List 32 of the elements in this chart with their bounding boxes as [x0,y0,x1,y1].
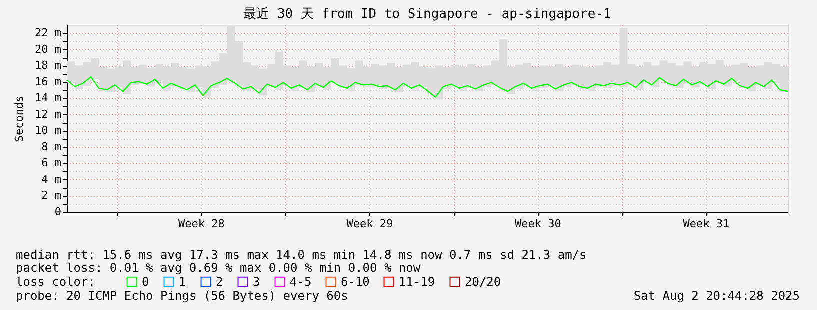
y-tick-label: 2 m [42,189,62,202]
text: Sat Aug 2 20:44:28 2025 [634,289,800,303]
legend-label: 11-19 [399,275,436,290]
y-tick-label: 12 m [35,108,62,121]
x-tick-label: Week 30 [514,218,562,230]
legend-title: loss color: [16,275,96,289]
y-tick-label: 22 m [35,26,62,40]
y-axis-title: Seconds [13,96,26,142]
y-tick-label: 6 m [42,156,62,170]
legend-label: 4-5 [290,275,312,290]
x-tick-label: Week 29 [346,218,394,230]
text: probe: 20 ICMP Echo Pings (56 Bytes) every 60s [16,289,348,303]
y-tick-label: 20 m [35,42,62,56]
y-tick-label: 8 m [42,140,62,154]
y-tick-label: 14 m [35,92,62,105]
line-series [67,76,788,98]
chart-title: 最近 30 天 from ID to Singapore - ap-singapore-1 [244,7,612,22]
text: median rtt: 15.6 ms avg 17.3 ms max 14.0 ms min 14.8 ms now 0.7 ms sd 21.3 am/s [16,248,587,262]
y-tick-label: 16 m [35,75,62,88]
legend-label: 20/20 [465,275,502,290]
y-tick-label: 10 m [35,124,62,138]
legend-label: 0 [142,275,150,290]
y-tick-label: 0 [54,206,62,218]
y-tick-label: 18 m [35,59,62,72]
legend-label: 3 [253,275,260,290]
x-tick-label: Week 31 [683,218,730,230]
legend-label: 1 [179,275,186,290]
y-tick-label: 4 m [42,172,62,186]
x-tick-label: Week 28 [178,218,225,230]
legend-label: 2 [216,275,224,290]
legend-label: 6-10 [341,275,370,290]
text: packet loss: 0.01 % avg 0.69 % max 0.00 % min 0.00 % now [16,261,422,275]
